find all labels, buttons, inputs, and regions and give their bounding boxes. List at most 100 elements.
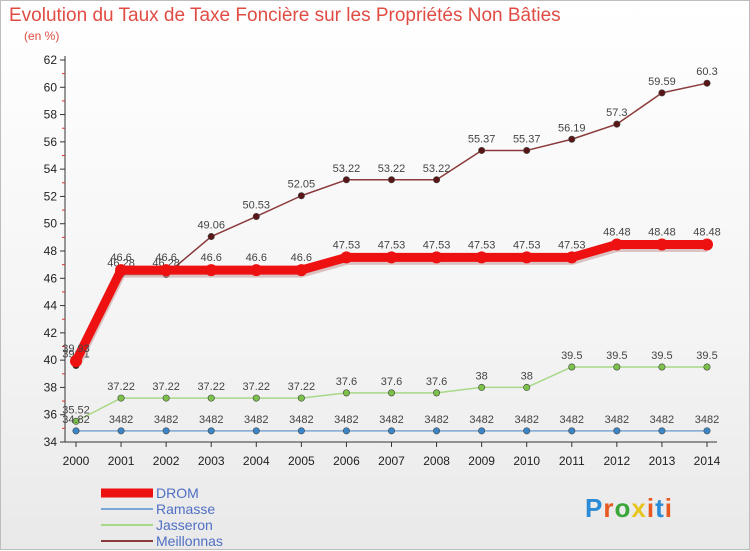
y-tick-label-52: 52 bbox=[44, 189, 58, 203]
x-tick-label-2007: 2007 bbox=[378, 454, 405, 468]
x-tick-label-2008: 2008 bbox=[423, 454, 450, 468]
x-tick-label-2006: 2006 bbox=[333, 454, 360, 468]
point-meillonnas-2013 bbox=[658, 89, 666, 97]
x-tick-label-2002: 2002 bbox=[153, 454, 180, 468]
data-label-ramasse-2006: 3482 bbox=[334, 414, 358, 426]
point-ramasse-2004 bbox=[252, 427, 260, 435]
data-label-drom-2001: 46.6 bbox=[110, 252, 131, 264]
point-drom-2006 bbox=[340, 251, 353, 264]
point-meillonnas-2009 bbox=[478, 146, 486, 154]
chart-title: Evolution du Taux de Taxe Foncière sur l… bbox=[9, 5, 561, 26]
data-label-ramasse-2010: 3482 bbox=[514, 414, 538, 426]
point-drom-2007 bbox=[385, 251, 398, 264]
x-tick-label-2001: 2001 bbox=[108, 454, 135, 468]
y-tick-label-42: 42 bbox=[44, 326, 58, 340]
data-label-jasseron-2008: 37.6 bbox=[426, 376, 447, 388]
data-label-meillonnas-2006: 53.22 bbox=[333, 163, 361, 175]
point-jasseron-2014 bbox=[703, 363, 711, 371]
data-label-meillonnas-2012: 57.3 bbox=[606, 107, 627, 119]
point-drom-2013 bbox=[655, 238, 668, 251]
x-tick-label-2000: 2000 bbox=[63, 454, 90, 468]
point-jasseron-2001 bbox=[117, 394, 125, 402]
data-label-jasseron-2001: 37.22 bbox=[107, 381, 135, 393]
data-label-meillonnas-2007: 53.22 bbox=[378, 163, 406, 175]
data-label-drom-2002: 46.6 bbox=[155, 252, 176, 264]
data-label-drom-2004: 46.6 bbox=[246, 252, 267, 264]
data-label-meillonnas-2011: 56.19 bbox=[558, 122, 586, 134]
point-ramasse-2014 bbox=[703, 427, 711, 435]
data-label-drom-2003: 46.6 bbox=[201, 252, 222, 264]
legend-label-meillonnas: Meillonnas bbox=[156, 533, 223, 549]
data-label-drom-2007: 47.53 bbox=[378, 239, 406, 251]
point-jasseron-2010 bbox=[523, 383, 531, 391]
point-drom-2010 bbox=[520, 251, 533, 264]
y-tick-label-38: 38 bbox=[44, 380, 58, 394]
data-label-meillonnas-2008: 53.22 bbox=[423, 163, 451, 175]
point-ramasse-2005 bbox=[297, 427, 305, 435]
data-label-meillonnas-2010: 55.37 bbox=[513, 133, 541, 145]
data-label-drom-2005: 46.6 bbox=[291, 252, 312, 264]
point-jasseron-2008 bbox=[433, 389, 441, 397]
y-tick-label-58: 58 bbox=[44, 108, 58, 122]
x-tick-label-2010: 2010 bbox=[513, 454, 540, 468]
data-label-jasseron-2013: 39.5 bbox=[651, 350, 672, 362]
proxiti-logo: Proxiti bbox=[585, 493, 673, 523]
data-label-drom-2008: 47.53 bbox=[423, 239, 451, 251]
point-ramasse-2010 bbox=[523, 427, 531, 435]
data-label-ramasse-2014: 3482 bbox=[695, 414, 719, 426]
data-label-meillonnas-2005: 52.05 bbox=[288, 179, 316, 191]
y-tick-label-34: 34 bbox=[44, 435, 58, 449]
point-ramasse-2007 bbox=[387, 427, 395, 435]
point-drom-2002 bbox=[160, 264, 173, 277]
point-ramasse-2009 bbox=[478, 427, 486, 435]
data-label-drom-2006: 47.53 bbox=[333, 239, 361, 251]
data-label-jasseron-2005: 37.22 bbox=[288, 381, 316, 393]
x-tick-label-2005: 2005 bbox=[288, 454, 315, 468]
point-meillonnas-2014 bbox=[703, 79, 711, 87]
point-drom-2001 bbox=[115, 264, 128, 277]
point-ramasse-2003 bbox=[207, 427, 215, 435]
y-tick-label-62: 62 bbox=[44, 53, 58, 67]
data-label-ramasse-2004: 3482 bbox=[244, 414, 268, 426]
legend-label-jasseron: Jasseron bbox=[156, 517, 213, 533]
data-label-drom-2010: 47.53 bbox=[513, 239, 541, 251]
data-label-jasseron-2007: 37.6 bbox=[381, 376, 402, 388]
series-line-meillonnas bbox=[75, 82, 708, 366]
data-label-ramasse-2001: 3482 bbox=[109, 414, 133, 426]
point-meillonnas-2010 bbox=[523, 146, 531, 154]
point-jasseron-2009 bbox=[478, 383, 486, 391]
point-ramasse-2002 bbox=[162, 427, 170, 435]
data-label-meillonnas-2003: 49.06 bbox=[197, 220, 225, 232]
x-tick-label-2003: 2003 bbox=[198, 454, 225, 468]
data-label-jasseron-2009: 38 bbox=[476, 370, 488, 382]
data-label-ramasse-2007: 3482 bbox=[379, 414, 403, 426]
point-drom-2003 bbox=[205, 264, 218, 277]
data-label-jasseron-2011: 39.5 bbox=[561, 350, 582, 362]
point-ramasse-2012 bbox=[613, 427, 621, 435]
point-meillonnas-2012 bbox=[613, 120, 621, 128]
point-meillonnas-2006 bbox=[342, 176, 350, 184]
data-label-meillonnas-2014: 60.3 bbox=[696, 66, 717, 78]
data-label-ramasse-2013: 3482 bbox=[650, 414, 674, 426]
data-label-ramasse-2009: 3482 bbox=[469, 414, 493, 426]
point-ramasse-2000 bbox=[72, 427, 80, 435]
data-label-ramasse-2003: 3482 bbox=[199, 414, 223, 426]
x-tick-label-2013: 2013 bbox=[649, 454, 676, 468]
data-label-ramasse-2005: 3482 bbox=[289, 414, 313, 426]
y-tick-label-36: 36 bbox=[44, 408, 58, 422]
x-tick-label-2009: 2009 bbox=[468, 454, 495, 468]
x-tick-label-2014: 2014 bbox=[694, 454, 721, 468]
point-drom-2000 bbox=[70, 355, 82, 368]
point-drom-2008 bbox=[430, 251, 443, 264]
point-meillonnas-2007 bbox=[387, 176, 395, 184]
data-label-drom-2014: 48.48 bbox=[693, 226, 721, 238]
data-label-drom-2000: 39.93 bbox=[62, 343, 90, 355]
point-jasseron-2012 bbox=[613, 363, 621, 371]
point-ramasse-2008 bbox=[433, 427, 441, 435]
point-ramasse-2013 bbox=[658, 427, 666, 435]
data-label-meillonnas-2004: 50.53 bbox=[243, 199, 271, 211]
point-meillonnas-2011 bbox=[568, 135, 576, 143]
point-meillonnas-2004 bbox=[252, 212, 260, 220]
